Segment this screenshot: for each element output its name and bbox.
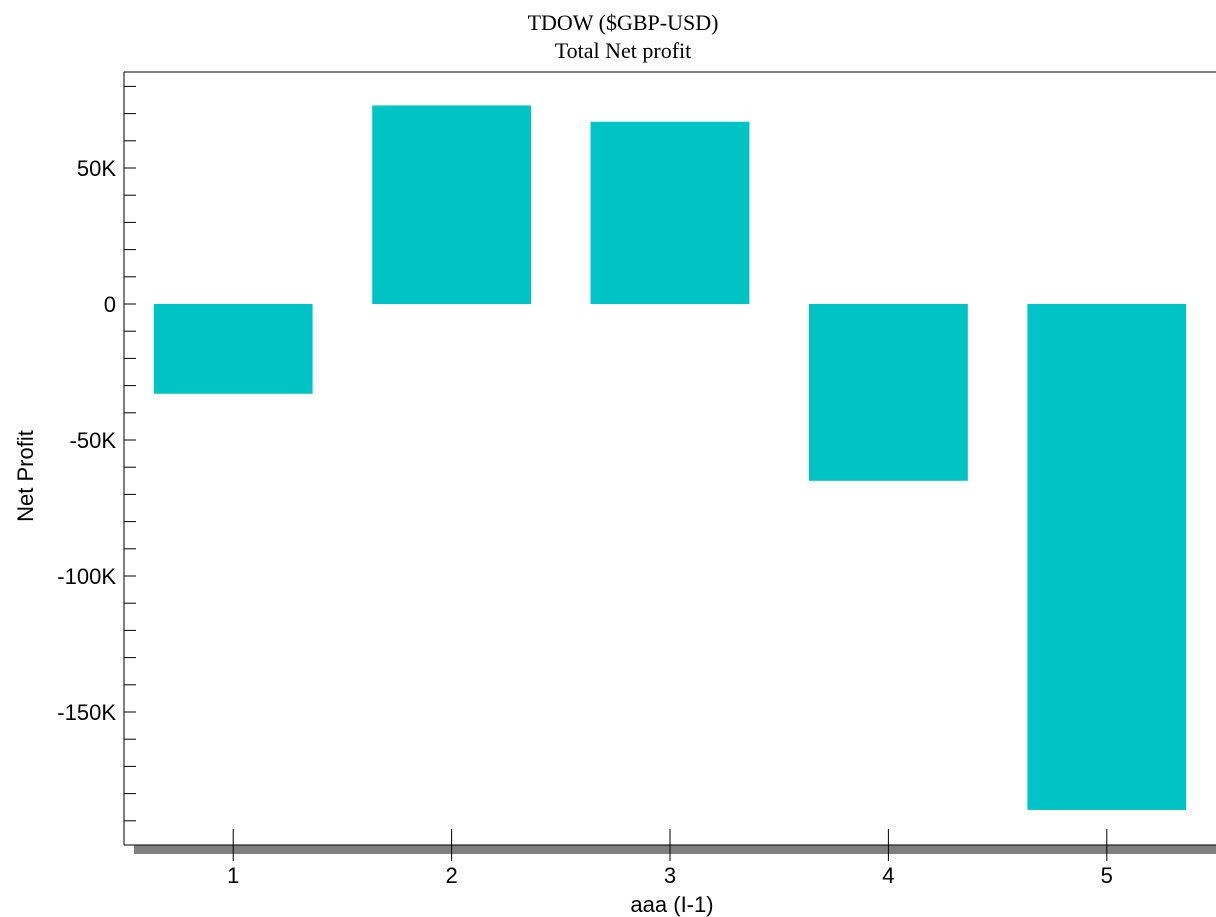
- y-tick-label: -100K: [57, 564, 116, 589]
- x-tick-label: 5: [1101, 863, 1113, 888]
- chart-subtitle: Total Net profit: [555, 38, 692, 63]
- y-tick-label: 0: [104, 292, 116, 317]
- y-tick-label: -50K: [70, 428, 117, 453]
- bar: [1027, 304, 1187, 810]
- bar: [153, 304, 313, 394]
- bar: [590, 121, 750, 304]
- y-tick-label: -150K: [57, 700, 116, 725]
- x-tick-label: 3: [664, 863, 676, 888]
- y-axis-label: Net Profit: [13, 430, 38, 522]
- x-axis-shadow: [134, 845, 1216, 854]
- chart-title: TDOW ($GBP-USD): [528, 10, 719, 35]
- y-tick-label: 50K: [77, 156, 116, 181]
- x-tick-label: 4: [882, 863, 894, 888]
- bar: [372, 105, 531, 304]
- x-tick-label: 1: [227, 863, 239, 888]
- bar: [809, 304, 968, 481]
- x-tick-label: 2: [445, 863, 457, 888]
- x-axis-label: aaa (I-1): [630, 892, 713, 917]
- plot-area: 50K 0 -50K -100K -150K 1 2 3 4 5: [57, 71, 1216, 888]
